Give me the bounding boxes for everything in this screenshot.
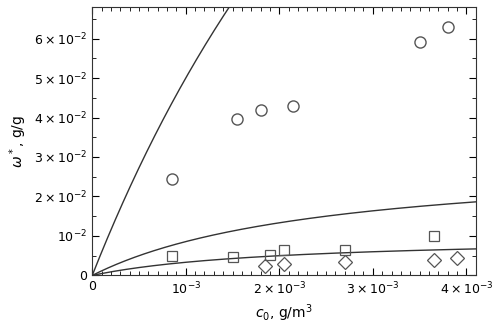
Y-axis label: $\omega^*$, g/g: $\omega^*$, g/g (7, 115, 28, 168)
X-axis label: $c_0$, g/m$^3$: $c_0$, g/m$^3$ (255, 303, 313, 324)
